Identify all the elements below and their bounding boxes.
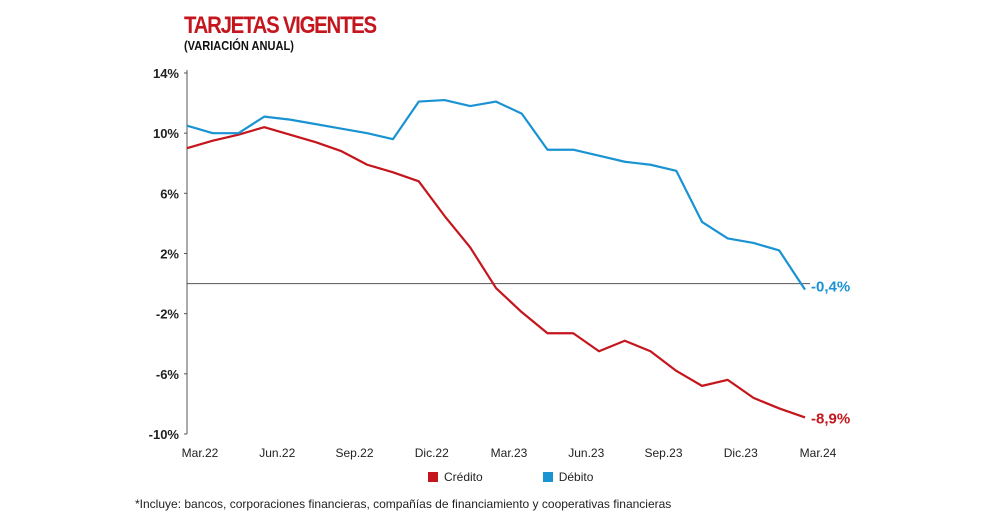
y-tick-label: 14% (153, 66, 179, 81)
x-tick-label: Mar.22 (182, 446, 219, 460)
x-tick-label: Sep.22 (335, 446, 373, 460)
end-label-credito: -8,9% (811, 410, 850, 427)
legend-label-debito: Débito (558, 470, 594, 484)
y-tick-label: 2% (160, 247, 179, 262)
y-tick-label: -10% (149, 427, 180, 442)
series-line-credito (186, 126, 806, 419)
legend-item-credito: Crédito (428, 470, 483, 484)
x-tick-label: Jun.23 (568, 446, 604, 460)
legend-label-credito: Crédito (444, 470, 483, 484)
x-tick-label: Dic.23 (724, 446, 758, 460)
x-tick-label: Sep.23 (644, 446, 682, 460)
y-tick-label: -2% (156, 307, 180, 322)
chart-subtitle: (VARIACIÓN ANUAL) (184, 38, 294, 53)
y-tick-label: 10% (153, 126, 179, 141)
legend: Crédito Débito (428, 470, 593, 484)
y-tick-label: -6% (156, 367, 180, 382)
x-tick-label: Jun.22 (259, 446, 295, 460)
x-tick-label: Dic.22 (415, 446, 449, 460)
x-tick-label: Mar.23 (491, 446, 528, 460)
end-label-debito: -0,4% (811, 279, 850, 296)
legend-swatch-credito (428, 472, 438, 482)
y-tick-label: 6% (160, 186, 179, 201)
x-tick-label: Mar.24 (800, 446, 837, 460)
footnote: *Incluye: bancos, corporaciones financie… (135, 497, 672, 511)
series-line-debito (186, 98, 806, 291)
legend-swatch-debito (542, 472, 553, 482)
chart-title: TARJETAS VIGENTES (184, 12, 377, 39)
legend-item-debito: Débito (542, 470, 594, 484)
